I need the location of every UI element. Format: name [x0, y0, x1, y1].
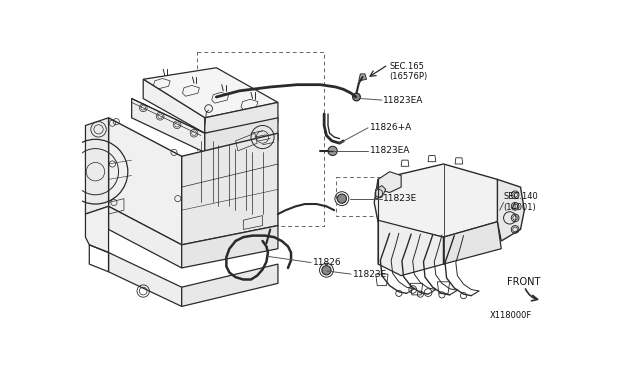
Polygon shape	[132, 99, 205, 153]
Polygon shape	[444, 222, 501, 264]
Polygon shape	[205, 102, 278, 133]
Polygon shape	[376, 186, 386, 199]
Polygon shape	[143, 68, 278, 118]
Polygon shape	[378, 172, 401, 192]
Polygon shape	[374, 164, 501, 237]
Polygon shape	[205, 118, 278, 153]
Polygon shape	[378, 220, 444, 276]
Polygon shape	[497, 179, 524, 241]
Text: 11823E: 11823E	[353, 270, 387, 279]
Text: 11826+A: 11826+A	[369, 123, 412, 132]
Circle shape	[328, 146, 337, 155]
Circle shape	[322, 266, 331, 275]
Text: 11826: 11826	[312, 258, 341, 267]
Polygon shape	[86, 118, 109, 214]
Polygon shape	[109, 253, 182, 307]
Polygon shape	[182, 264, 278, 307]
Bar	[336, 177, 403, 216]
Circle shape	[353, 93, 360, 101]
Polygon shape	[109, 118, 182, 245]
Text: 11823EA: 11823EA	[383, 96, 424, 105]
Bar	[197, 52, 324, 225]
Circle shape	[337, 194, 346, 203]
Text: 11823EA: 11823EA	[369, 147, 410, 155]
Text: 11823E: 11823E	[383, 194, 418, 203]
Text: FRONT: FRONT	[507, 277, 540, 287]
Polygon shape	[109, 206, 182, 268]
Polygon shape	[143, 79, 205, 133]
Text: X118000F: X118000F	[490, 311, 532, 320]
Polygon shape	[182, 133, 278, 245]
Text: SEC.165
(16576P): SEC.165 (16576P)	[390, 62, 428, 81]
Polygon shape	[359, 74, 367, 81]
Text: SEC.140
(14001): SEC.140 (14001)	[504, 192, 538, 212]
Polygon shape	[86, 206, 109, 253]
Polygon shape	[182, 225, 278, 268]
